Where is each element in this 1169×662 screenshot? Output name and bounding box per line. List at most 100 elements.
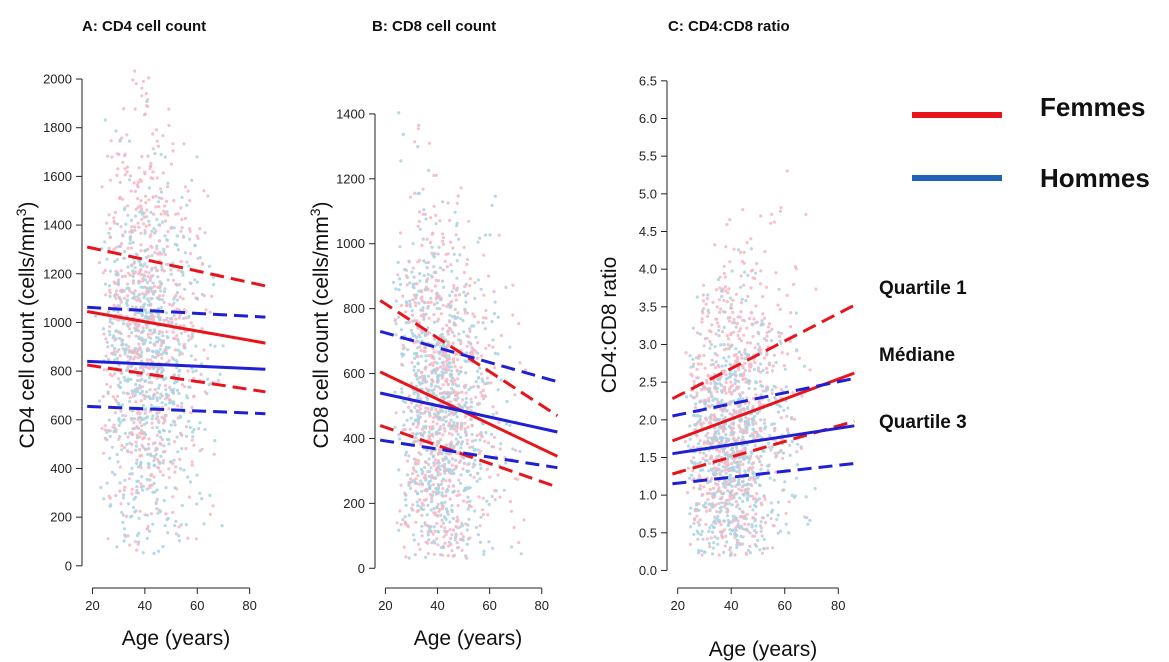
data-point bbox=[749, 364, 753, 369]
data-point bbox=[468, 536, 472, 540]
data-point bbox=[473, 296, 477, 300]
data-point bbox=[698, 518, 702, 522]
x-tick-label: 40 bbox=[138, 598, 152, 613]
data-point bbox=[439, 312, 443, 316]
data-point bbox=[761, 295, 765, 299]
data-point bbox=[409, 401, 413, 405]
femmes-quartile-3-line bbox=[379, 424, 558, 489]
data-point bbox=[203, 427, 207, 432]
data-point bbox=[471, 465, 475, 469]
data-point bbox=[704, 501, 708, 505]
data-point bbox=[430, 500, 434, 504]
data-point bbox=[468, 499, 472, 503]
data-point bbox=[770, 391, 774, 395]
data-point bbox=[449, 263, 453, 267]
data-point bbox=[162, 247, 166, 251]
data-point bbox=[750, 451, 754, 455]
data-point bbox=[431, 253, 435, 257]
data-point bbox=[695, 367, 699, 371]
data-point bbox=[155, 507, 159, 511]
data-point bbox=[723, 452, 727, 456]
data-point bbox=[420, 513, 424, 518]
data-point bbox=[396, 260, 400, 264]
data-point bbox=[156, 418, 160, 422]
data-point bbox=[161, 459, 165, 463]
data-point bbox=[424, 497, 428, 502]
data-point bbox=[742, 516, 746, 520]
data-point bbox=[479, 515, 483, 519]
data-point bbox=[163, 449, 167, 454]
data-point bbox=[724, 373, 728, 377]
data-point bbox=[475, 479, 479, 483]
data-point bbox=[448, 520, 452, 524]
data-point bbox=[173, 470, 177, 474]
data-point bbox=[496, 473, 500, 477]
data-point bbox=[202, 348, 206, 352]
data-point bbox=[756, 366, 761, 370]
data-point bbox=[108, 372, 112, 377]
data-point bbox=[745, 425, 749, 429]
data-point bbox=[116, 304, 120, 308]
data-point bbox=[136, 417, 140, 421]
data-point bbox=[118, 196, 122, 200]
data-point bbox=[749, 483, 753, 487]
data-point bbox=[806, 522, 810, 526]
data-point bbox=[131, 296, 135, 300]
data-point bbox=[427, 141, 432, 145]
data-point bbox=[198, 491, 202, 495]
data-point bbox=[190, 332, 194, 336]
data-point bbox=[134, 440, 138, 444]
data-point bbox=[163, 417, 167, 422]
data-point bbox=[775, 517, 779, 522]
data-point bbox=[722, 356, 726, 360]
data-point bbox=[491, 345, 495, 349]
data-point bbox=[455, 352, 459, 356]
data-point bbox=[134, 305, 138, 309]
data-point bbox=[740, 438, 744, 442]
data-point bbox=[779, 206, 783, 210]
data-point bbox=[787, 531, 791, 535]
data-point bbox=[158, 396, 162, 400]
data-point bbox=[134, 321, 138, 325]
data-point bbox=[429, 466, 433, 470]
data-point bbox=[749, 247, 754, 251]
data-point bbox=[101, 271, 105, 275]
data-point bbox=[459, 435, 463, 439]
data-point bbox=[455, 425, 459, 430]
data-point bbox=[788, 453, 792, 457]
data-point bbox=[757, 497, 762, 501]
data-point bbox=[180, 447, 184, 451]
data-point bbox=[466, 495, 470, 499]
data-point bbox=[406, 525, 410, 529]
data-point bbox=[442, 415, 446, 419]
data-point bbox=[140, 416, 144, 420]
data-point bbox=[122, 296, 126, 300]
data-point bbox=[461, 467, 465, 471]
panel-b: B: CD8 cell count 0200400600800100012001… bbox=[307, 18, 559, 650]
data-point bbox=[473, 438, 477, 442]
data-point bbox=[137, 297, 141, 301]
data-point bbox=[180, 405, 184, 409]
data-point bbox=[186, 189, 190, 193]
data-point bbox=[394, 322, 398, 326]
data-point bbox=[130, 291, 134, 295]
data-point bbox=[459, 341, 463, 346]
data-point bbox=[768, 329, 772, 333]
data-point bbox=[434, 407, 438, 411]
hommes-quartile-3-line bbox=[672, 462, 855, 486]
data-point bbox=[123, 250, 127, 254]
data-point bbox=[686, 444, 691, 448]
data-point bbox=[190, 438, 194, 442]
data-point bbox=[721, 529, 725, 533]
data-point bbox=[729, 380, 733, 384]
data-point bbox=[463, 359, 467, 363]
data-point bbox=[730, 479, 734, 483]
data-point bbox=[728, 296, 733, 300]
data-point bbox=[450, 386, 454, 391]
y-tick-label: 2.5 bbox=[639, 375, 657, 390]
panel-c-xlabel: Age (years) bbox=[709, 638, 818, 661]
data-point bbox=[401, 343, 405, 347]
y-tick-label: 1600 bbox=[43, 169, 72, 184]
data-point bbox=[153, 231, 157, 235]
data-point bbox=[135, 298, 139, 302]
